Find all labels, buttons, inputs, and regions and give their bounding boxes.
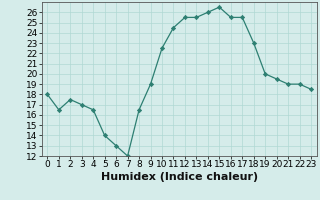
X-axis label: Humidex (Indice chaleur): Humidex (Indice chaleur): [100, 172, 258, 182]
